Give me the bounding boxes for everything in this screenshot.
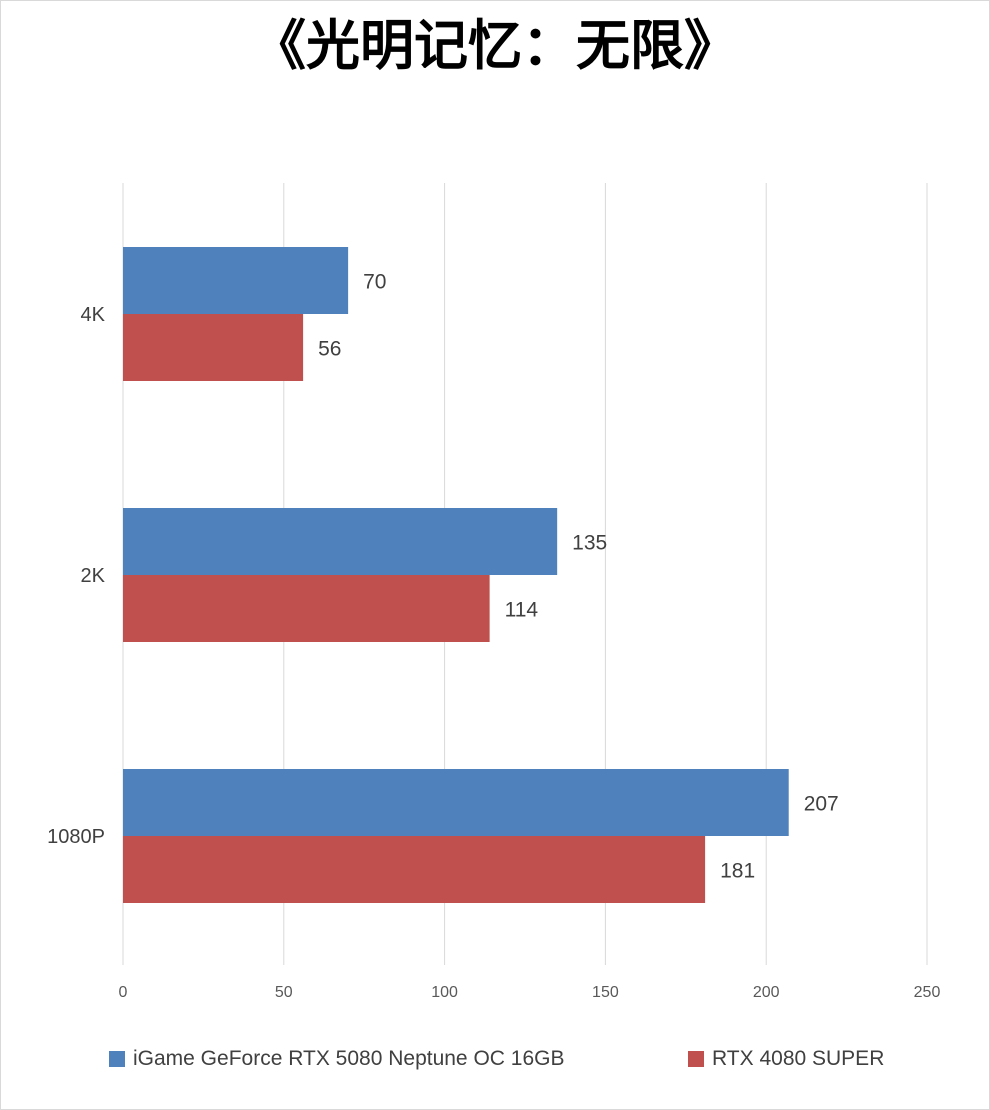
x-tick-label: 100	[431, 984, 458, 1001]
legend: iGame GeForce RTX 5080 Neptune OC 16GB R…	[0, 1047, 990, 1077]
bar	[123, 314, 304, 381]
x-tick-label: 250	[914, 984, 941, 1001]
legend-swatch-series-1	[109, 1051, 125, 1067]
y-category-label: 4K	[81, 304, 106, 326]
legend-item-series-1: iGame GeForce RTX 5080 Neptune OC 16GB	[109, 1047, 564, 1071]
bar	[123, 575, 490, 642]
bar	[123, 769, 789, 836]
x-tick-label: 50	[275, 984, 293, 1001]
data-label: 114	[505, 599, 539, 622]
x-tick-label: 200	[753, 984, 780, 1001]
y-category-label: 1080P	[47, 826, 105, 848]
x-tick-label: 0	[119, 984, 128, 1001]
legend-label-series-2: RTX 4080 SUPER	[712, 1047, 885, 1070]
data-label: 56	[318, 338, 341, 361]
bar	[123, 836, 706, 903]
bar	[123, 508, 558, 575]
y-category-label: 2K	[81, 565, 106, 587]
bar	[123, 247, 349, 314]
data-label: 70	[363, 271, 386, 294]
chart-title: 《光明记忆：无限》	[252, 14, 738, 77]
x-tick-label: 150	[592, 984, 619, 1001]
data-label: 181	[720, 860, 755, 883]
data-label: 135	[572, 532, 607, 555]
legend-label-series-1: iGame GeForce RTX 5080 Neptune OC 16GB	[133, 1047, 565, 1070]
data-label: 207	[804, 793, 839, 816]
legend-swatch-series-2	[688, 1051, 704, 1067]
legend-item-series-2: RTX 4080 SUPER	[688, 1047, 884, 1071]
